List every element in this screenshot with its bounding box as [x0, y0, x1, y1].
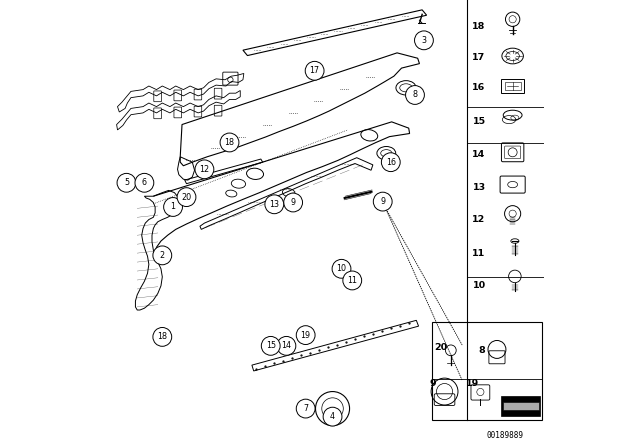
Text: 15: 15 — [266, 341, 276, 350]
Polygon shape — [502, 396, 540, 416]
FancyBboxPatch shape — [503, 402, 539, 410]
Text: 1: 1 — [170, 202, 175, 211]
Circle shape — [296, 326, 315, 345]
Text: 5: 5 — [124, 178, 129, 187]
Circle shape — [177, 188, 196, 207]
Text: 8: 8 — [479, 346, 486, 355]
Text: 6: 6 — [142, 178, 147, 187]
Text: 16: 16 — [472, 83, 486, 92]
Text: 00189889: 00189889 — [486, 431, 523, 440]
Text: 19: 19 — [301, 331, 311, 340]
Circle shape — [220, 133, 239, 152]
Text: 9: 9 — [380, 197, 385, 206]
Circle shape — [406, 86, 424, 104]
Circle shape — [277, 336, 296, 355]
Text: 10: 10 — [472, 281, 486, 290]
Circle shape — [153, 246, 172, 265]
Circle shape — [261, 336, 280, 355]
Circle shape — [332, 259, 351, 278]
Text: 11: 11 — [348, 276, 357, 285]
Circle shape — [195, 160, 214, 179]
Text: 20: 20 — [181, 193, 191, 202]
Text: 18: 18 — [225, 138, 234, 147]
Circle shape — [323, 407, 342, 426]
Circle shape — [381, 153, 400, 172]
Circle shape — [373, 192, 392, 211]
Text: 9: 9 — [429, 379, 436, 388]
Text: 7: 7 — [303, 404, 308, 413]
Text: 4: 4 — [330, 412, 335, 421]
Circle shape — [265, 195, 284, 214]
Text: 12: 12 — [472, 215, 486, 224]
Circle shape — [135, 173, 154, 192]
Text: 17: 17 — [472, 53, 486, 62]
Circle shape — [164, 198, 182, 216]
Text: 9: 9 — [291, 198, 296, 207]
Circle shape — [296, 399, 315, 418]
Text: 17: 17 — [310, 66, 320, 75]
Text: 11: 11 — [472, 249, 486, 258]
Text: 8: 8 — [412, 90, 417, 99]
Text: 18: 18 — [157, 332, 167, 341]
Circle shape — [153, 327, 172, 346]
Circle shape — [305, 61, 324, 80]
Text: 15: 15 — [472, 117, 486, 126]
Circle shape — [284, 193, 303, 212]
Circle shape — [117, 173, 136, 192]
Text: 3: 3 — [421, 36, 426, 45]
Text: 19: 19 — [466, 379, 479, 388]
Text: 13: 13 — [269, 200, 279, 209]
Text: 12: 12 — [199, 165, 209, 174]
Text: 16: 16 — [386, 158, 396, 167]
Text: 14: 14 — [282, 341, 291, 350]
Text: 2: 2 — [160, 251, 165, 260]
Circle shape — [415, 31, 433, 50]
Text: 18: 18 — [472, 22, 486, 31]
Circle shape — [343, 271, 362, 290]
Text: 14: 14 — [472, 150, 486, 159]
Text: 13: 13 — [472, 183, 486, 192]
Text: 10: 10 — [337, 264, 346, 273]
Text: 20: 20 — [435, 343, 447, 352]
